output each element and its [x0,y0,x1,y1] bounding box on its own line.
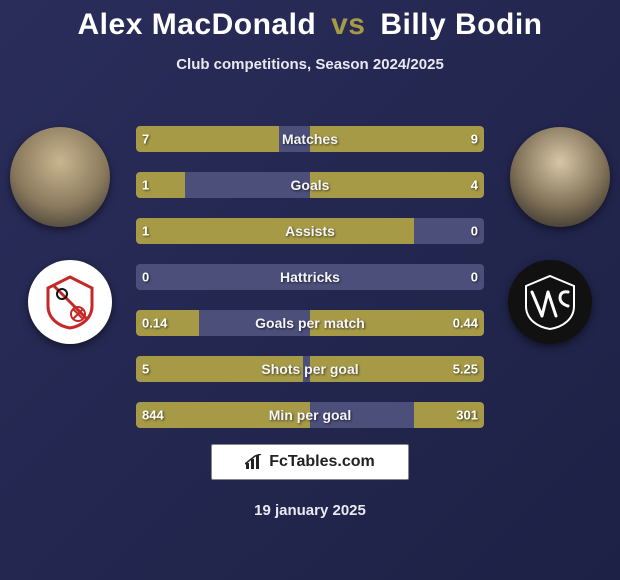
stat-fill-left [136,218,414,244]
stats-bars: Matches 7 9 Goals 1 4 Assists 1 0 Hattricks 0 0 Goal… [136,126,484,448]
player2-photo [510,127,610,227]
stat-value-right: 0.44 [453,316,478,331]
stat-value-right: 0 [471,270,478,285]
stat-label: Assists [285,223,335,239]
stat-label: Goals per match [255,315,365,331]
stat-label: Shots per goal [261,361,358,377]
stat-value-left: 0.14 [142,316,167,331]
stat-label: Hattricks [280,269,340,285]
stat-row: Min per goal 844 301 [136,402,484,428]
stat-value-left: 1 [142,178,149,193]
stat-row: Shots per goal 5 5.25 [136,356,484,382]
stat-value-right: 4 [471,178,478,193]
subtitle: Club competitions, Season 2024/2025 [0,56,620,73]
player2-name: Billy Bodin [380,8,542,41]
stat-value-right: 0 [471,224,478,239]
vs-text: vs [331,8,365,41]
stat-label: Min per goal [269,407,351,423]
player1-club-logo [28,260,112,344]
chart-icon [245,454,263,470]
stat-value-left: 5 [142,362,149,377]
stat-row: Hattricks 0 0 [136,264,484,290]
stat-label: Goals [291,177,330,193]
brand-badge: FcTables.com [211,444,409,480]
stat-fill-left [136,126,279,152]
stat-value-left: 844 [142,408,164,423]
stat-value-left: 7 [142,132,149,147]
stat-row: Matches 7 9 [136,126,484,152]
player1-photo [10,127,110,227]
player2-club-logo [508,260,592,344]
stat-row: Goals 1 4 [136,172,484,198]
stat-value-right: 9 [471,132,478,147]
stat-value-right: 301 [456,408,478,423]
stat-value-right: 5.25 [453,362,478,377]
player1-name: Alex MacDonald [78,8,317,41]
stat-value-left: 0 [142,270,149,285]
date-text: 19 january 2025 [254,502,366,519]
brand-text: FcTables.com [269,453,375,471]
stat-fill-right [310,172,484,198]
stat-label: Matches [282,131,338,147]
stat-value-left: 1 [142,224,149,239]
stat-row: Goals per match 0.14 0.44 [136,310,484,336]
stat-row: Assists 1 0 [136,218,484,244]
page-title: Alex MacDonald vs Billy Bodin [0,8,620,42]
